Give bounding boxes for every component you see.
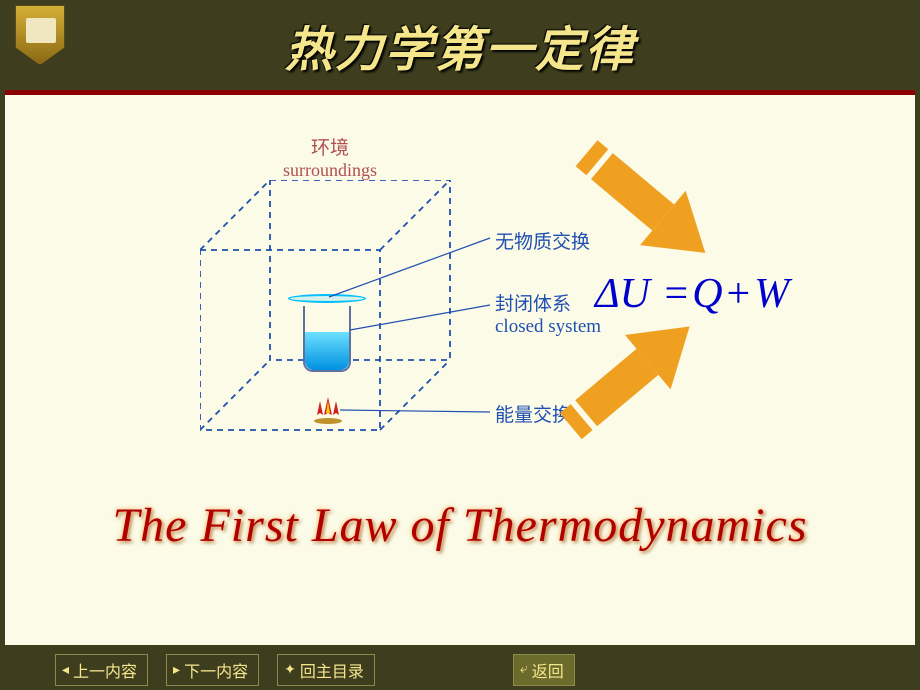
prev-button[interactable]: ◂ 上一内容 bbox=[55, 654, 148, 686]
system-diagram: 环境 surroundings bbox=[200, 125, 470, 445]
home-label: 回主目录 bbox=[300, 658, 364, 682]
formula-plus: + bbox=[723, 271, 755, 317]
next-label: 下一内容 bbox=[184, 658, 248, 682]
formula-U: U bbox=[620, 271, 650, 317]
nav-bar: ◂ 上一内容 ▸ 下一内容 ✦ 回主目录 ⤶ 返回 bbox=[5, 650, 915, 690]
formula-delta: Δ bbox=[595, 271, 620, 317]
arrow-bottom-icon bbox=[550, 295, 740, 485]
prev-label: 上一内容 bbox=[73, 658, 137, 682]
formula-Q: Q bbox=[692, 271, 722, 317]
slide-header: 热力学第一定律 bbox=[0, 0, 920, 90]
return-button[interactable]: ⤶ 返回 bbox=[513, 654, 575, 686]
home-button[interactable]: ✦ 回主目录 bbox=[277, 654, 375, 686]
return-icon: ⤶ bbox=[520, 662, 528, 678]
formula-eq: = bbox=[661, 271, 693, 317]
formula: ΔU =Q+W bbox=[595, 270, 789, 318]
next-button[interactable]: ▸ 下一内容 bbox=[166, 654, 259, 686]
return-label: 返回 bbox=[532, 658, 564, 682]
home-icon: ✦ bbox=[284, 662, 296, 679]
page-title: 热力学第一定律 bbox=[0, 10, 920, 80]
subtitle-english: The First Law of Thermodynamics bbox=[5, 498, 915, 553]
prev-icon: ◂ bbox=[62, 662, 69, 679]
slide-body: 环境 surroundings bbox=[5, 90, 915, 645]
formula-W: W bbox=[754, 271, 789, 317]
next-icon: ▸ bbox=[173, 662, 180, 679]
